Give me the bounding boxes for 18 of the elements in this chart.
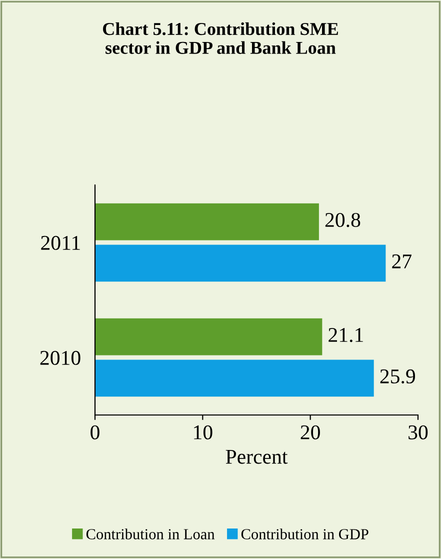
bar [95,318,322,356]
legend-label: Contribution in Loan [86,528,215,540]
legend-label: Contribution in GDP [241,528,368,540]
x-axis-title: Percent [226,450,288,464]
x-tick-label: 30 [408,425,428,440]
data-label: 25.9 [380,369,416,384]
data-label: 20.8 [325,212,360,228]
x-tick-label: 0 [90,425,100,440]
data-label: 21.1 [328,328,363,342]
x-tick-label: 20 [300,425,320,440]
data-label: 27 [392,254,412,268]
bar [95,244,386,282]
y-tick-label: 2011 [41,236,80,250]
bar [95,203,319,240]
y-tick-label: 2010 [40,350,80,365]
bar [95,360,374,397]
x-tick-label: 10 [194,425,212,440]
chart-title: Chart 5.11: Contribution SME sector in GDP and Bank Loan [103,22,338,54]
